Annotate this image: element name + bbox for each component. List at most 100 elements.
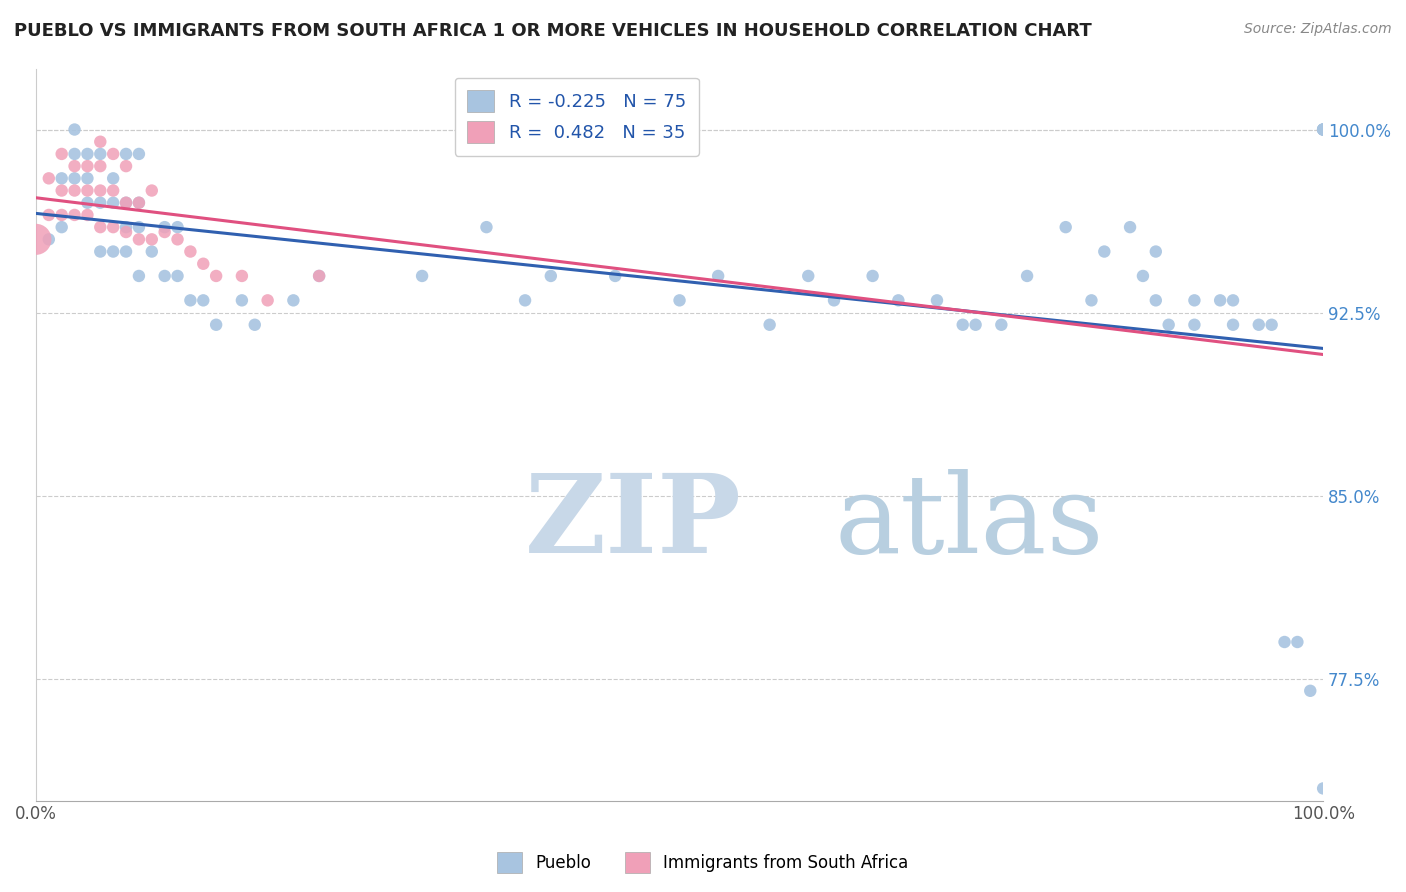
Point [1184, 318, 1206, 332]
Point [38, 171, 60, 186]
Point [89, 220, 111, 235]
Point [205, 268, 228, 283]
Point [707, 268, 730, 283]
Point [38, 232, 60, 246]
Point [1144, 244, 1167, 259]
Point [25, 232, 48, 246]
Point [166, 268, 188, 283]
Point [76, 208, 98, 222]
Point [115, 195, 138, 210]
Point [475, 220, 498, 235]
Point [513, 293, 536, 308]
Point [1274, 635, 1296, 649]
Point [51, 220, 73, 235]
Point [758, 318, 780, 332]
Point [193, 293, 215, 308]
Point [308, 268, 330, 283]
Point [475, 122, 498, 136]
Point [1299, 683, 1322, 698]
Point [101, 171, 124, 186]
Point [1312, 781, 1334, 796]
Point [1286, 635, 1309, 649]
Point [89, 135, 111, 149]
Point [179, 293, 201, 308]
Point [668, 293, 690, 308]
Point [862, 268, 884, 283]
Point [128, 195, 150, 210]
Point [179, 244, 201, 259]
Point [115, 159, 138, 173]
Point [63, 184, 86, 198]
Point [76, 184, 98, 198]
Point [925, 293, 948, 308]
Point [76, 147, 98, 161]
Point [63, 171, 86, 186]
Point [101, 184, 124, 198]
Point [308, 268, 330, 283]
Point [256, 293, 278, 308]
Legend: R = -0.225   N = 75, R =  0.482   N = 35: R = -0.225 N = 75, R = 0.482 N = 35 [454, 78, 699, 156]
Text: atlas: atlas [834, 469, 1104, 576]
Point [101, 244, 124, 259]
Text: ZIP: ZIP [524, 469, 742, 576]
Point [1080, 293, 1102, 308]
Point [283, 293, 305, 308]
Point [141, 244, 163, 259]
Text: Source: ZipAtlas.com: Source: ZipAtlas.com [1244, 22, 1392, 37]
Point [115, 220, 138, 235]
Point [115, 244, 138, 259]
Point [540, 268, 562, 283]
Point [141, 184, 163, 198]
Point [1054, 220, 1077, 235]
Point [89, 147, 111, 161]
Point [38, 208, 60, 222]
Point [115, 147, 138, 161]
Point [89, 159, 111, 173]
Point [166, 220, 188, 235]
Point [128, 232, 150, 246]
Point [193, 257, 215, 271]
Point [887, 293, 910, 308]
Point [51, 208, 73, 222]
Point [89, 244, 111, 259]
Point [153, 225, 176, 239]
Point [1312, 122, 1334, 136]
Point [153, 268, 176, 283]
Point [63, 122, 86, 136]
Point [823, 293, 845, 308]
Point [51, 147, 73, 161]
Point [965, 318, 987, 332]
Point [51, 171, 73, 186]
Point [1132, 268, 1154, 283]
Point [1312, 122, 1334, 136]
Point [63, 147, 86, 161]
Point [101, 195, 124, 210]
Point [153, 220, 176, 235]
Point [1312, 122, 1334, 136]
Point [1092, 244, 1115, 259]
Point [243, 318, 266, 332]
Legend: Pueblo, Immigrants from South Africa: Pueblo, Immigrants from South Africa [491, 846, 915, 880]
Point [411, 268, 433, 283]
Point [128, 195, 150, 210]
Point [231, 268, 253, 283]
Point [1260, 318, 1282, 332]
Point [1222, 293, 1244, 308]
Text: PUEBLO VS IMMIGRANTS FROM SOUTH AFRICA 1 OR MORE VEHICLES IN HOUSEHOLD CORRELATI: PUEBLO VS IMMIGRANTS FROM SOUTH AFRICA 1… [14, 22, 1092, 40]
Point [205, 318, 228, 332]
Point [76, 195, 98, 210]
Point [128, 268, 150, 283]
Point [101, 147, 124, 161]
Point [166, 232, 188, 246]
Point [1184, 293, 1206, 308]
Point [76, 159, 98, 173]
Point [605, 268, 627, 283]
Point [1312, 122, 1334, 136]
Point [101, 220, 124, 235]
Point [63, 159, 86, 173]
Point [1015, 268, 1038, 283]
Point [128, 220, 150, 235]
Point [1157, 318, 1180, 332]
Point [1119, 220, 1142, 235]
Point [1144, 293, 1167, 308]
